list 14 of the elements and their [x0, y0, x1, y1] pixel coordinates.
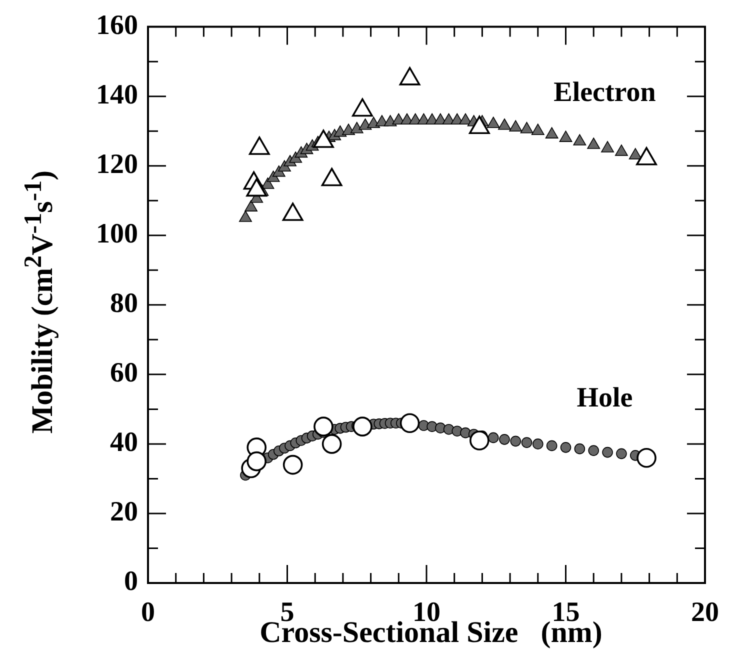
y-tick-label: 140 [96, 80, 138, 111]
y-tick-label: 160 [96, 10, 138, 42]
y-tick-label: 60 [110, 358, 138, 389]
x-tick-label: 15 [552, 597, 580, 628]
y-tick-label: 20 [110, 496, 138, 528]
y-tick-label: 80 [110, 288, 138, 320]
annotation: Hole [576, 382, 633, 414]
y-tick-label: 120 [96, 149, 138, 180]
y-tick-label: 0 [124, 566, 138, 598]
y-tick-label: 100 [96, 218, 138, 250]
y-tick-label: 40 [110, 427, 138, 458]
annotation: Electron [554, 76, 656, 108]
x-tick-label: 20 [691, 597, 719, 628]
x-tick-label: 10 [412, 597, 440, 628]
